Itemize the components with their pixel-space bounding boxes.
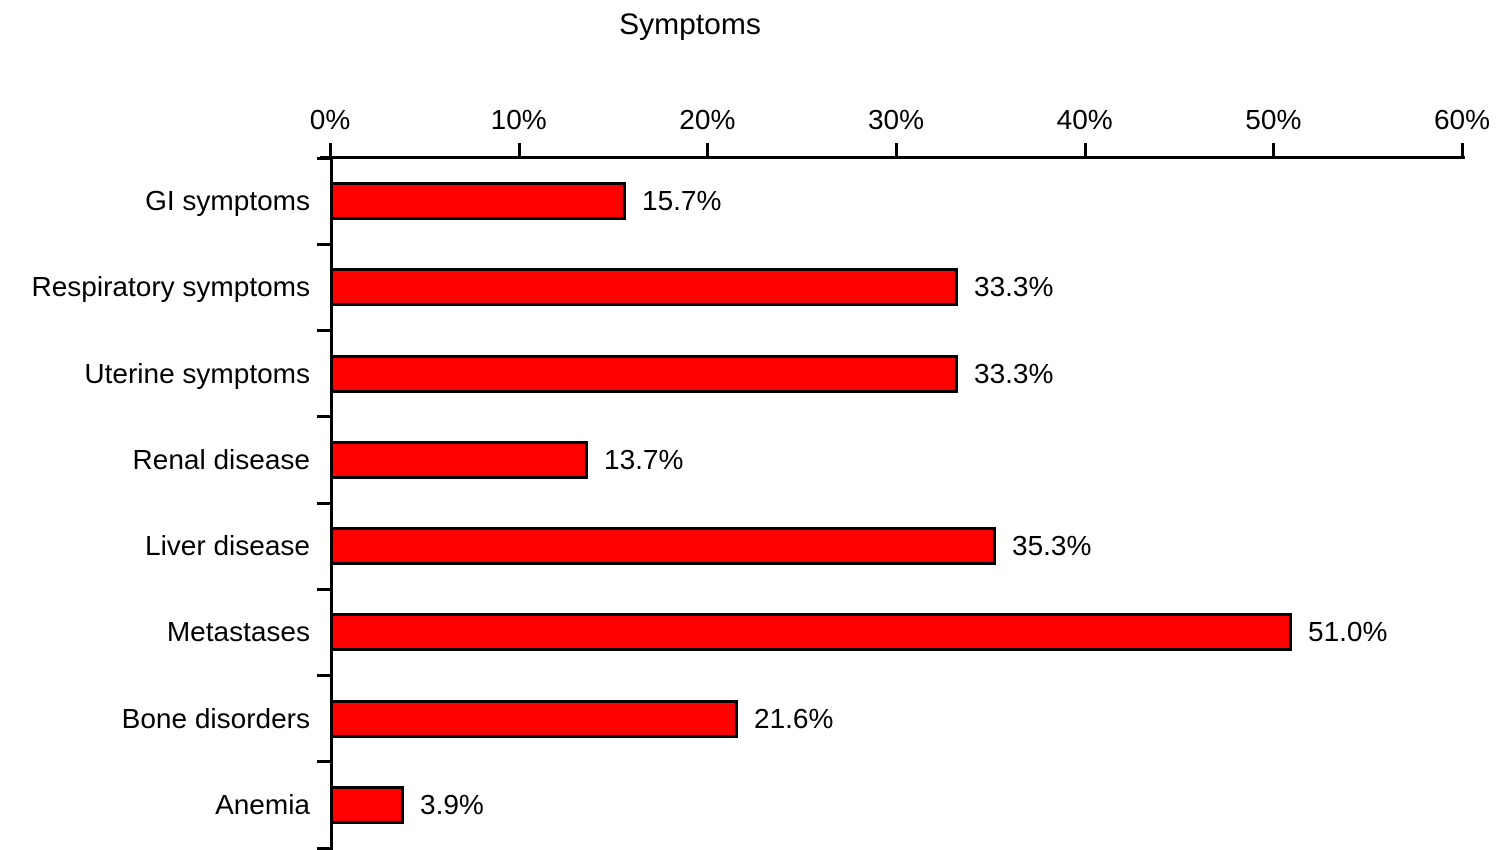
value-label: 33.3% <box>974 271 1054 303</box>
x-axis-tick <box>1461 143 1464 156</box>
x-axis-tick-label: 30% <box>867 104 925 135</box>
x-axis-tick <box>329 143 332 156</box>
x-axis-tick-label: 50% <box>1245 104 1302 135</box>
value-label: 35.3% <box>1012 530 1092 562</box>
y-axis-line <box>330 156 333 850</box>
category-label: Anemia <box>215 788 310 820</box>
x-axis-tick-label: 20% <box>679 104 736 135</box>
x-axis-line <box>320 156 1465 159</box>
y-axis-tick <box>317 846 330 850</box>
bar <box>330 527 996 566</box>
value-label: 13.7% <box>604 443 684 475</box>
category-label: Respiratory symptoms <box>31 271 310 303</box>
y-axis-tick <box>317 415 330 419</box>
y-axis-tick <box>317 242 330 246</box>
category-label: Bone disorders <box>121 702 310 734</box>
chart-title: Symptoms <box>619 8 761 41</box>
value-label: 51.0% <box>1308 616 1388 648</box>
x-axis-tick <box>1083 143 1087 156</box>
x-axis-tick-label: 0% <box>309 104 351 135</box>
y-axis-tick <box>317 760 330 764</box>
category-label: Renal disease <box>132 443 310 475</box>
category-label: Uterine symptoms <box>84 357 310 389</box>
bar <box>330 354 958 393</box>
y-axis-tick <box>317 156 330 160</box>
bar <box>330 785 404 824</box>
value-label: 21.6% <box>754 702 834 734</box>
x-axis-tick-label: 60% <box>1433 104 1491 135</box>
bar <box>330 440 588 479</box>
x-axis-tick-label: 40% <box>1056 104 1113 135</box>
bar <box>330 699 738 738</box>
bar <box>330 182 626 221</box>
x-axis-tick <box>517 143 521 156</box>
x-axis-tick <box>1272 143 1276 156</box>
category-label: GI symptoms <box>145 185 310 217</box>
bar <box>330 268 958 307</box>
y-axis-tick <box>317 587 330 591</box>
value-label: 33.3% <box>974 357 1054 389</box>
bar <box>330 613 1292 652</box>
value-label: 3.9% <box>420 788 484 820</box>
y-axis-tick <box>317 674 330 677</box>
category-label: Liver disease <box>145 530 310 562</box>
x-axis-tick-label: 10% <box>490 104 547 135</box>
category-label: Metastases <box>166 616 310 648</box>
value-label: 15.7% <box>642 185 722 217</box>
x-axis-tick <box>706 143 710 156</box>
x-axis-tick <box>895 143 898 156</box>
y-axis-tick <box>317 329 330 332</box>
y-axis-tick <box>317 501 330 505</box>
